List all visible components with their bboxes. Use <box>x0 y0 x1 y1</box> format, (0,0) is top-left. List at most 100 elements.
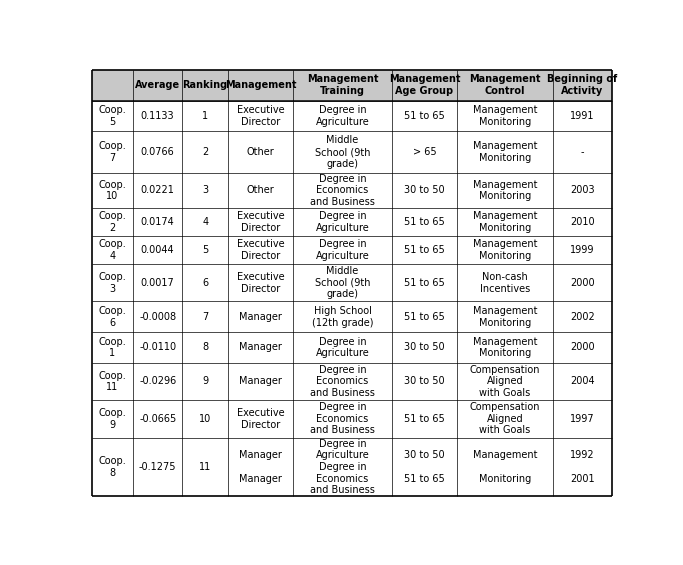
Text: High School
(12th grade): High School (12th grade) <box>311 306 374 328</box>
Text: Management: Management <box>225 80 296 90</box>
Bar <box>553 70 612 101</box>
Text: 1999: 1999 <box>570 245 595 255</box>
Text: > 65: > 65 <box>413 147 436 157</box>
Bar <box>92 70 133 101</box>
Text: 5: 5 <box>202 245 208 255</box>
Text: 51 to 65: 51 to 65 <box>404 111 445 121</box>
Text: Management
Training: Management Training <box>307 75 378 96</box>
Text: -0.0296: -0.0296 <box>139 376 176 386</box>
Text: Management
Monitoring: Management Monitoring <box>473 105 538 127</box>
Text: Coop.
6: Coop. 6 <box>98 306 126 328</box>
Text: Degree in
Economics
and Business: Degree in Economics and Business <box>310 174 375 207</box>
Text: Coop.
8: Coop. 8 <box>98 456 126 478</box>
Bar <box>228 70 293 101</box>
Text: 11: 11 <box>199 462 211 472</box>
Text: Coop.
1: Coop. 1 <box>98 337 126 358</box>
Text: 10: 10 <box>199 414 211 424</box>
Text: 0.0174: 0.0174 <box>141 217 175 227</box>
Text: Coop.
2: Coop. 2 <box>98 211 126 233</box>
Text: Middle
School (9th
grade): Middle School (9th grade) <box>315 136 370 169</box>
Text: Other: Other <box>247 147 275 157</box>
Text: Degree in
Economics
and Business: Degree in Economics and Business <box>310 402 375 436</box>
Text: Coop.
9: Coop. 9 <box>98 408 126 430</box>
Text: 51 to 65: 51 to 65 <box>404 278 445 288</box>
Text: 2000: 2000 <box>570 278 595 288</box>
Text: Management
Monitoring: Management Monitoring <box>473 337 538 358</box>
Text: 3: 3 <box>202 185 208 195</box>
Text: Coop.
5: Coop. 5 <box>98 105 126 127</box>
Text: Manager
 
Manager: Manager Manager <box>239 450 282 484</box>
Text: Degree in
Economics
and Business: Degree in Economics and Business <box>310 365 375 398</box>
Text: 8: 8 <box>202 342 208 353</box>
Text: Management
Monitoring: Management Monitoring <box>473 180 538 201</box>
Text: 30 to 50: 30 to 50 <box>404 185 445 195</box>
Text: 51 to 65: 51 to 65 <box>404 245 445 255</box>
Text: 0.1133: 0.1133 <box>141 111 174 121</box>
Bar <box>392 70 457 101</box>
Text: Coop.
3: Coop. 3 <box>98 272 126 294</box>
Text: Ranking: Ranking <box>182 80 227 90</box>
Text: 6: 6 <box>202 278 208 288</box>
Text: Degree in
Agriculture: Degree in Agriculture <box>316 105 370 127</box>
Text: Degree in
Agriculture: Degree in Agriculture <box>316 239 370 261</box>
Text: 1991: 1991 <box>570 111 595 121</box>
Text: Management
Monitoring: Management Monitoring <box>473 141 538 163</box>
Text: Executive
Director: Executive Director <box>237 239 284 261</box>
Text: Non-cash
Incentives: Non-cash Incentives <box>480 272 530 294</box>
Text: Management
 
Monitoring: Management Monitoring <box>473 450 538 484</box>
Text: 30 to 50
 
51 to 65: 30 to 50 51 to 65 <box>404 450 445 484</box>
Text: -0.1275: -0.1275 <box>139 462 176 472</box>
Text: Other: Other <box>247 185 275 195</box>
Text: 2000: 2000 <box>570 342 595 353</box>
Text: Coop.
7: Coop. 7 <box>98 141 126 163</box>
Bar <box>182 70 228 101</box>
Text: 51 to 65: 51 to 65 <box>404 414 445 424</box>
Text: 2004: 2004 <box>570 376 595 386</box>
Text: Degree in
Agriculture
Degree in
Economics
and Business: Degree in Agriculture Degree in Economic… <box>310 439 375 495</box>
Text: 4: 4 <box>202 217 208 227</box>
Text: Coop.
11: Coop. 11 <box>98 371 126 392</box>
Text: 0.0017: 0.0017 <box>141 278 175 288</box>
Text: Management
Monitoring: Management Monitoring <box>473 239 538 261</box>
Bar <box>293 70 392 101</box>
Text: 0.0766: 0.0766 <box>141 147 175 157</box>
Text: Average: Average <box>135 80 180 90</box>
Text: 2: 2 <box>202 147 208 157</box>
Text: -0.0665: -0.0665 <box>139 414 176 424</box>
Text: Compensation
Aligned
with Goals: Compensation Aligned with Goals <box>470 365 540 398</box>
Text: Coop.
10: Coop. 10 <box>98 180 126 201</box>
Text: 1997: 1997 <box>570 414 595 424</box>
Text: Compensation
Aligned
with Goals: Compensation Aligned with Goals <box>470 402 540 436</box>
Text: Management
Monitoring: Management Monitoring <box>473 211 538 233</box>
Text: Management
Monitoring: Management Monitoring <box>473 306 538 328</box>
Text: 1992
 
2001: 1992 2001 <box>570 450 595 484</box>
Text: Coop.
4: Coop. 4 <box>98 239 126 261</box>
Text: Degree in
Agriculture: Degree in Agriculture <box>316 337 370 358</box>
Text: Executive
Director: Executive Director <box>237 408 284 430</box>
Text: 30 to 50: 30 to 50 <box>404 376 445 386</box>
Text: -0.0008: -0.0008 <box>139 312 176 321</box>
Bar <box>457 70 553 101</box>
Text: 51 to 65: 51 to 65 <box>404 312 445 321</box>
Text: -0.0110: -0.0110 <box>139 342 176 353</box>
Text: Beginning of
Activity: Beginning of Activity <box>547 75 617 96</box>
Bar <box>133 70 182 101</box>
Text: Executive
Director: Executive Director <box>237 105 284 127</box>
Text: -: - <box>581 147 584 157</box>
Text: Middle
School (9th
grade): Middle School (9th grade) <box>315 266 370 299</box>
Text: Manager: Manager <box>239 342 282 353</box>
Text: 7: 7 <box>202 312 208 321</box>
Text: 0.0221: 0.0221 <box>141 185 175 195</box>
Text: 0.0044: 0.0044 <box>141 245 174 255</box>
Text: Management
Control: Management Control <box>469 75 541 96</box>
Text: 2003: 2003 <box>570 185 595 195</box>
Text: 9: 9 <box>202 376 208 386</box>
Text: 51 to 65: 51 to 65 <box>404 217 445 227</box>
Text: Manager: Manager <box>239 376 282 386</box>
Text: Management
Age Group: Management Age Group <box>389 75 460 96</box>
Text: Executive
Director: Executive Director <box>237 211 284 233</box>
Text: Degree in
Agriculture: Degree in Agriculture <box>316 211 370 233</box>
Text: 30 to 50: 30 to 50 <box>404 342 445 353</box>
Text: Manager: Manager <box>239 312 282 321</box>
Text: 2002: 2002 <box>570 312 595 321</box>
